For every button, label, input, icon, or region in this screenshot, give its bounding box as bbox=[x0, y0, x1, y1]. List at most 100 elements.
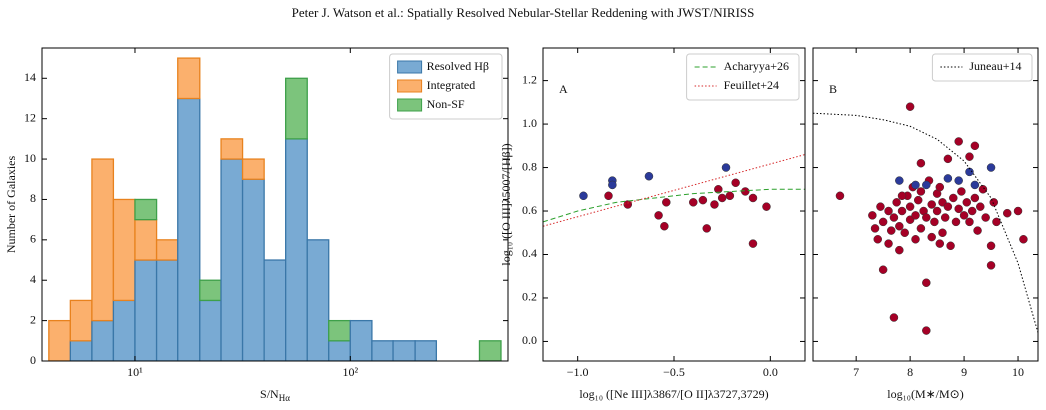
model-line bbox=[543, 154, 805, 227]
bar bbox=[69, 340, 93, 361]
point bbox=[897, 191, 907, 201]
point bbox=[954, 176, 963, 185]
bar bbox=[91, 319, 115, 361]
point bbox=[959, 211, 969, 220]
point bbox=[710, 200, 719, 209]
point bbox=[644, 171, 654, 181]
point bbox=[662, 198, 671, 207]
legend-swatch bbox=[397, 98, 423, 112]
model-line bbox=[813, 112, 1038, 333]
x-axis-label: log₁₀ ([Ne III]λ3867/[O II]λ3727,3729) bbox=[579, 387, 768, 401]
x-axis-label-sub: Hα bbox=[279, 393, 290, 403]
bar bbox=[134, 259, 158, 361]
bar bbox=[241, 178, 265, 361]
frame bbox=[812, 47, 1039, 362]
point bbox=[725, 191, 735, 201]
y-tick-label: 4 bbox=[30, 272, 36, 286]
point bbox=[660, 221, 669, 231]
point bbox=[954, 204, 963, 214]
point bbox=[895, 176, 904, 185]
point bbox=[970, 180, 980, 190]
frame bbox=[41, 47, 509, 362]
point bbox=[911, 235, 920, 244]
bar bbox=[155, 239, 179, 261]
plot-area bbox=[48, 57, 502, 361]
bar bbox=[414, 340, 438, 361]
point bbox=[981, 213, 990, 222]
point bbox=[1002, 208, 1012, 218]
point bbox=[911, 211, 920, 220]
y-tick-label: 0.2 bbox=[522, 290, 537, 304]
point bbox=[916, 187, 926, 196]
bar bbox=[285, 138, 308, 361]
point bbox=[935, 182, 945, 192]
point bbox=[884, 206, 893, 216]
point bbox=[976, 202, 985, 211]
y-tick-label: 10 bbox=[24, 151, 36, 165]
point bbox=[895, 221, 904, 231]
point bbox=[932, 206, 942, 216]
x-tick-label: 8 bbox=[907, 365, 913, 379]
point bbox=[940, 213, 950, 222]
point bbox=[1019, 235, 1028, 244]
point bbox=[916, 158, 926, 168]
x-axis-label-main: log₁₀(M∗/M⊙) bbox=[887, 387, 963, 401]
point bbox=[762, 202, 771, 211]
x-tick-label: −1.0 bbox=[567, 365, 589, 379]
x-axis-label-main: S/N bbox=[260, 387, 279, 401]
point bbox=[884, 239, 893, 248]
legend-box bbox=[931, 53, 1033, 82]
y-tick-label: 0.0 bbox=[522, 333, 537, 347]
point bbox=[714, 185, 723, 194]
bar bbox=[263, 259, 287, 361]
y-tick-label: 0.4 bbox=[522, 246, 537, 260]
point bbox=[608, 180, 617, 190]
panel: 7 8 9 10 log₁₀(M∗/M⊙) B Juneau+14 bbox=[812, 47, 1039, 401]
point bbox=[913, 195, 923, 205]
legend-label: Juneau+14 bbox=[969, 59, 1021, 73]
point bbox=[731, 178, 740, 188]
point bbox=[970, 141, 980, 151]
point bbox=[927, 232, 936, 242]
point bbox=[835, 191, 845, 201]
point bbox=[878, 265, 888, 274]
y-tick-label: 0.6 bbox=[522, 203, 537, 217]
point bbox=[876, 202, 885, 211]
point bbox=[1013, 206, 1023, 216]
legend-label: Acharyya+26 bbox=[724, 59, 789, 73]
x-tick-label: 0.0 bbox=[763, 365, 778, 379]
page-header: Peter J. Watson et al.: Spatially Resolv… bbox=[292, 5, 755, 20]
y-tick-label: 1.2 bbox=[522, 72, 537, 86]
point bbox=[689, 198, 698, 207]
point bbox=[741, 187, 750, 196]
point bbox=[922, 213, 931, 222]
point bbox=[911, 180, 920, 190]
bar bbox=[371, 340, 394, 361]
point bbox=[873, 235, 882, 244]
point bbox=[895, 245, 904, 255]
point bbox=[900, 228, 909, 238]
bar bbox=[199, 279, 222, 302]
legend-box bbox=[686, 53, 800, 101]
point bbox=[951, 217, 961, 227]
legend-label: Resolved Hβ bbox=[427, 59, 489, 73]
x-axis-label: log₁₀(M∗/M⊙) bbox=[887, 387, 963, 401]
point bbox=[905, 102, 915, 111]
x-axis-label-main: log₁₀ ([Ne III]λ3867/[O II]λ3727,3729) bbox=[579, 387, 768, 401]
y-tick-label: 14 bbox=[24, 70, 36, 84]
point bbox=[938, 228, 947, 238]
y-axis-label: log₁₀ ([O III]λ5007/[Hβ]) bbox=[499, 143, 513, 265]
point bbox=[748, 239, 758, 248]
point bbox=[579, 191, 588, 201]
bar bbox=[112, 198, 136, 302]
point bbox=[889, 313, 899, 322]
bar bbox=[220, 158, 244, 361]
legend-label: Non-SF bbox=[427, 97, 465, 111]
x-tick-label: 10 bbox=[1012, 365, 1024, 379]
point bbox=[886, 226, 896, 235]
point bbox=[943, 174, 953, 183]
point bbox=[922, 278, 931, 287]
point bbox=[970, 193, 980, 203]
bar bbox=[478, 340, 502, 361]
